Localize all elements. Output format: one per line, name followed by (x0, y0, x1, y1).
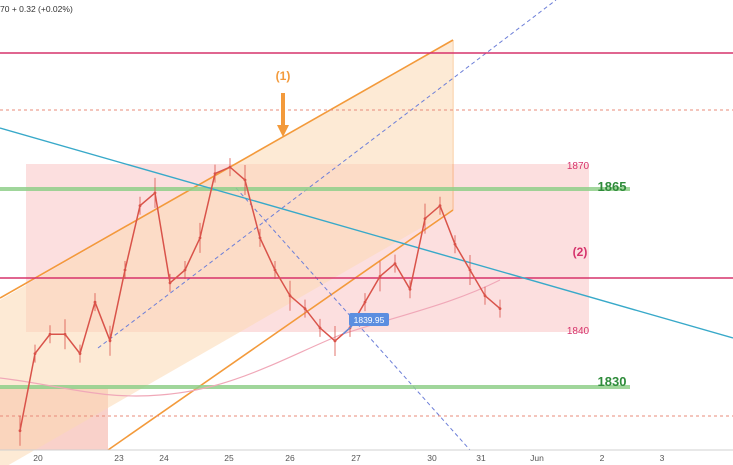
x-tick-label: 25 (224, 453, 234, 463)
price-point (213, 172, 217, 176)
channel-lower-line (107, 209, 454, 451)
price-point (498, 307, 502, 310)
price-point (153, 191, 157, 195)
price-point (483, 294, 487, 298)
price-point (408, 287, 412, 291)
x-tick-group: 20 23 24 25 26 27 30 31 Jun 2 3 (33, 453, 664, 463)
price-point (228, 165, 232, 169)
price-point (303, 307, 307, 310)
x-tick-label: 31 (476, 453, 486, 463)
price-point (183, 268, 187, 272)
price-point (363, 300, 367, 304)
x-tick-label: 20 (33, 453, 43, 463)
low-callout-label: 1839.95 (354, 315, 385, 325)
x-tick-label: 30 (427, 453, 437, 463)
price-point (78, 352, 82, 355)
price-point (258, 236, 262, 240)
price-point (453, 242, 457, 246)
price-point (63, 332, 67, 336)
price-point (168, 281, 172, 285)
x-tick-label: 27 (351, 453, 361, 463)
x-tick-label: 24 (159, 453, 169, 463)
price-point (378, 275, 382, 278)
price-point (93, 300, 97, 304)
price-point (468, 268, 472, 272)
dashed-up-line (97, 0, 557, 349)
wave2-label: (2) (573, 245, 588, 259)
x-tick-label: 23 (114, 453, 124, 463)
wave1-arrow-icon (277, 93, 289, 137)
price-point (48, 332, 52, 336)
price-point (273, 268, 277, 272)
price-point (18, 429, 22, 433)
level-1830-label: 1830 (598, 374, 627, 389)
low-callout-box (349, 313, 389, 326)
price-series-group (18, 158, 502, 446)
price-point (393, 262, 397, 265)
price-point (288, 294, 292, 298)
price-point (333, 339, 337, 343)
price-point (423, 217, 427, 221)
price-point (438, 204, 442, 208)
rising-channel-fill (0, 40, 452, 465)
x-tick-label: 2 (600, 453, 605, 463)
level-1870-label: 1870 (567, 161, 590, 172)
price-point (318, 326, 322, 330)
x-tick-label: Jun (530, 453, 544, 463)
x-tick-label: 3 (660, 453, 665, 463)
price-change-header: 70 + 0.32 (+0.02%) (0, 4, 73, 14)
level-1865-label: 1865 (598, 179, 627, 194)
low-callout-pointer (342, 325, 353, 335)
descending-trendline (0, 127, 733, 339)
moving-average-line (0, 279, 501, 397)
price-point (108, 339, 112, 343)
x-tick-label: 26 (285, 453, 295, 463)
price-point (123, 268, 127, 272)
level-1840-label: 1840 (567, 326, 590, 337)
price-point (33, 352, 37, 355)
price-point (198, 236, 202, 240)
price-point (138, 204, 142, 208)
wave1-label: (1) (276, 69, 291, 83)
price-point (243, 178, 247, 182)
